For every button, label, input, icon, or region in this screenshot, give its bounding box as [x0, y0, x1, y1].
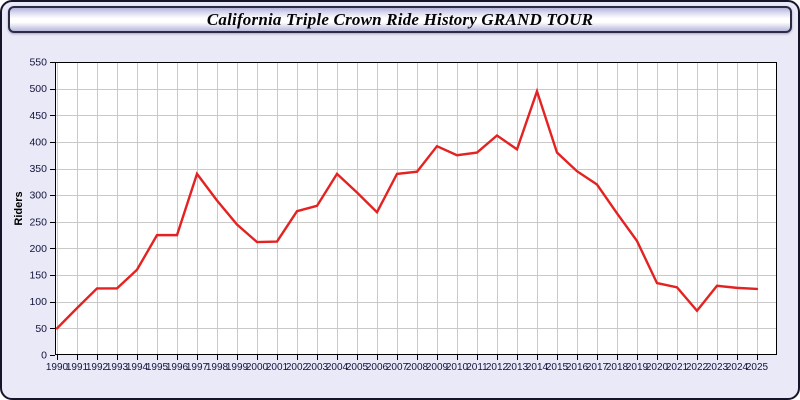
- svg-text:1999: 1999: [226, 362, 249, 373]
- chart-title: California Triple Crown Ride History GRA…: [206, 9, 594, 29]
- svg-text:2000: 2000: [246, 362, 269, 373]
- svg-text:2004: 2004: [326, 362, 349, 373]
- svg-text:2019: 2019: [626, 362, 649, 373]
- svg-text:2020: 2020: [646, 362, 669, 373]
- svg-text:2024: 2024: [726, 362, 749, 373]
- axis-ticks: [50, 62, 758, 360]
- svg-text:250: 250: [29, 216, 47, 228]
- svg-text:1996: 1996: [166, 362, 189, 373]
- svg-text:2002: 2002: [286, 362, 309, 373]
- svg-text:2025: 2025: [746, 362, 769, 373]
- svg-text:2012: 2012: [486, 362, 509, 373]
- svg-text:1992: 1992: [86, 362, 109, 373]
- svg-text:2011: 2011: [466, 362, 488, 373]
- svg-text:1997: 1997: [186, 362, 209, 373]
- svg-text:500: 500: [29, 83, 47, 95]
- svg-text:2013: 2013: [506, 362, 529, 373]
- svg-text:2015: 2015: [546, 362, 569, 373]
- svg-text:1990: 1990: [46, 362, 69, 373]
- svg-text:550: 550: [29, 57, 47, 69]
- plot-area: [55, 62, 777, 355]
- svg-text:2006: 2006: [366, 362, 389, 373]
- svg-text:2009: 2009: [426, 362, 449, 373]
- svg-text:100: 100: [29, 296, 47, 308]
- svg-text:1994: 1994: [126, 362, 149, 373]
- svg-text:0: 0: [41, 350, 47, 362]
- svg-text:1991: 1991: [66, 362, 89, 373]
- grid-lines: [55, 62, 777, 355]
- riders-line: [55, 87, 759, 330]
- svg-text:2021: 2021: [666, 362, 689, 373]
- svg-text:2007: 2007: [386, 362, 409, 373]
- svg-text:2001: 2001: [266, 362, 289, 373]
- svg-text:2016: 2016: [566, 362, 589, 373]
- y-axis-labels: 0 50 100 150 200 250 300 350 400 450 500 550: [29, 57, 47, 362]
- x-axis-labels: 1990199119921993199419951996199719981999…: [46, 362, 769, 373]
- svg-text:2010: 2010: [446, 362, 469, 373]
- svg-text:2017: 2017: [586, 362, 609, 373]
- plot-border: [55, 62, 777, 355]
- svg-text:1998: 1998: [206, 362, 229, 373]
- svg-text:2014: 2014: [526, 362, 549, 373]
- svg-text:450: 450: [29, 110, 47, 122]
- svg-text:2018: 2018: [606, 362, 629, 373]
- svg-text:2008: 2008: [406, 362, 429, 373]
- svg-text:300: 300: [29, 190, 47, 202]
- svg-text:1995: 1995: [146, 362, 169, 373]
- svg-text:200: 200: [29, 243, 47, 255]
- svg-text:2022: 2022: [686, 362, 709, 373]
- svg-text:2005: 2005: [346, 362, 369, 373]
- svg-text:400: 400: [29, 136, 47, 148]
- y-axis-title: Riders: [13, 191, 25, 225]
- svg-text:1993: 1993: [106, 362, 129, 373]
- svg-text:2003: 2003: [306, 362, 329, 373]
- svg-text:150: 150: [29, 270, 47, 282]
- svg-text:2023: 2023: [706, 362, 729, 373]
- svg-text:50: 50: [35, 323, 47, 335]
- svg-text:350: 350: [29, 163, 47, 175]
- chart-title-bar: California Triple Crown Ride History GRA…: [8, 6, 792, 33]
